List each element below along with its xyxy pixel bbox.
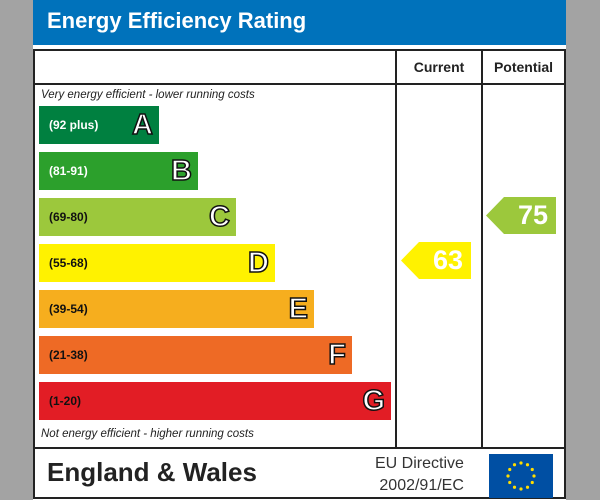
band-letter: E (288, 292, 309, 326)
divider (395, 51, 397, 447)
band-letter: C (208, 200, 230, 234)
band-a: (92 plus) A (39, 106, 159, 144)
eu-star (506, 474, 510, 478)
rating-table: Current Potential Very energy efficient … (33, 49, 566, 499)
eu-directive: EU Directive 2002/91/EC (375, 453, 464, 497)
column-current: Current (413, 59, 465, 75)
chart-title: Energy Efficiency Rating (47, 8, 307, 33)
current-rating-arrow: 63 (401, 242, 471, 279)
band-range: (92 plus) (49, 118, 99, 132)
footer: England & Wales EU Directive 2002/91/EC (35, 449, 564, 498)
band-b: (81-91) B (39, 152, 198, 190)
band-d: (55-68) D (39, 244, 275, 282)
eu-star (525, 463, 530, 467)
directive-line1: EU Directive (375, 455, 464, 472)
header: Energy Efficiency Rating (33, 0, 566, 45)
eu-star (525, 485, 530, 489)
band-range: (55-68) (49, 256, 88, 270)
band-range: (81-91) (49, 164, 88, 178)
eu-star (512, 463, 517, 467)
epc-panel: Energy Efficiency Rating Current Potenti… (33, 0, 566, 500)
band-c: (69-80) C (39, 198, 236, 236)
top-note: Very energy efficient - lower running co… (41, 89, 255, 101)
band-range: (1-20) (49, 394, 82, 408)
divider (35, 447, 564, 449)
eu-star (508, 480, 512, 485)
band-letter: D (247, 246, 269, 280)
bottom-note: Not energy efficient - higher running co… (41, 428, 254, 440)
band-e: (39-54) E (39, 290, 314, 328)
band-f: (21-38) F (39, 336, 352, 374)
band-letter: B (170, 154, 192, 188)
band-range: (69-80) (49, 210, 88, 224)
directive-line2: 2002/91/EC (379, 477, 464, 494)
region-label: England & Wales (47, 457, 257, 487)
divider (481, 51, 483, 447)
eu-star (530, 467, 534, 472)
current-value: 63 (432, 245, 463, 275)
band-letter: F (328, 338, 347, 372)
band-g: (1-20) G (39, 382, 391, 420)
band-range: (39-54) (49, 302, 88, 316)
eu-star (530, 480, 534, 485)
divider (35, 83, 564, 85)
eu-star (519, 487, 523, 491)
band-letter: A (131, 108, 153, 142)
eu-star (512, 485, 517, 489)
potential-value: 75 (517, 200, 548, 230)
band-letter: G (362, 384, 386, 418)
eu-flag-icon (489, 454, 553, 498)
band-range: (21-38) (49, 348, 88, 362)
eu-star (508, 467, 512, 472)
eu-star (532, 474, 536, 478)
column-potential: Potential (493, 59, 554, 75)
potential-rating-arrow: 75 (486, 197, 556, 234)
eu-star (519, 461, 523, 465)
